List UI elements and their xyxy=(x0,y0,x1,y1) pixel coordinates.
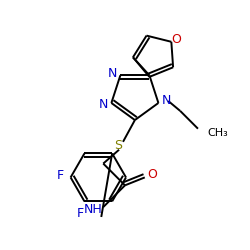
Text: S: S xyxy=(114,139,122,152)
Text: F: F xyxy=(57,169,64,182)
Text: CH₃: CH₃ xyxy=(208,128,229,138)
Text: N: N xyxy=(99,98,108,112)
Text: F: F xyxy=(77,207,84,220)
Text: N: N xyxy=(108,67,117,80)
Text: O: O xyxy=(171,33,181,46)
Text: NH: NH xyxy=(84,202,103,215)
Text: N: N xyxy=(162,94,171,108)
Text: O: O xyxy=(147,168,157,181)
